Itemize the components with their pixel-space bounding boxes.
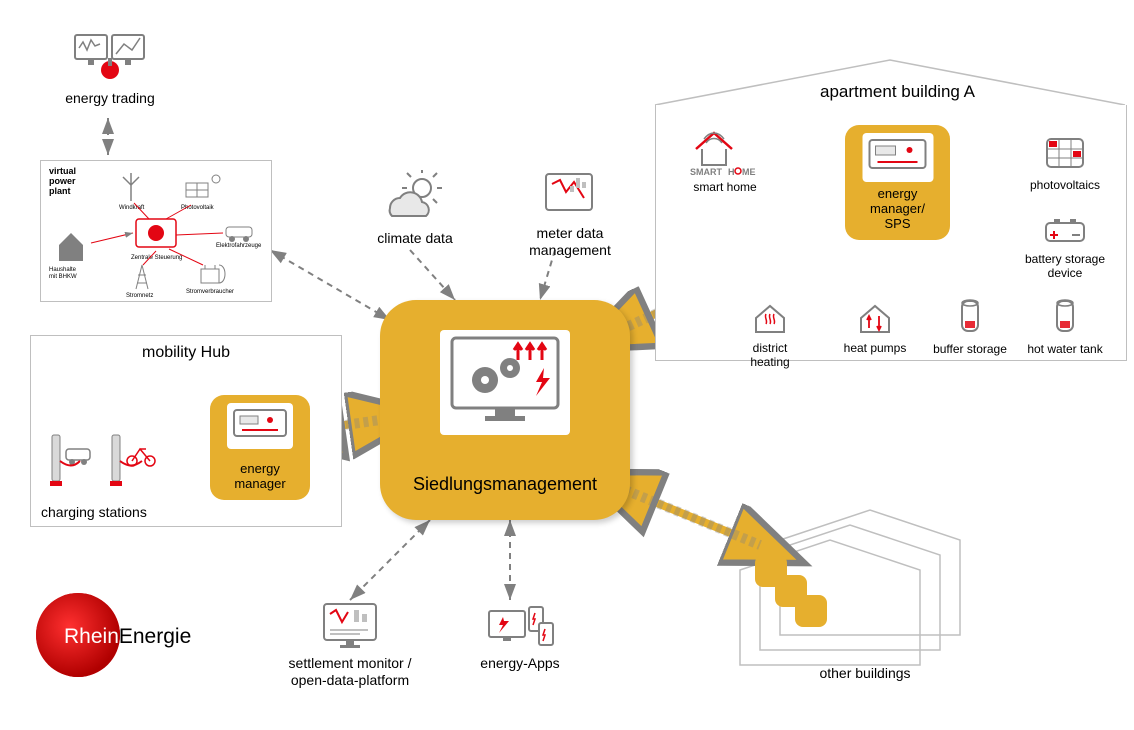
pv-node: photovoltaics: [1010, 135, 1120, 192]
svg-text:Elektrofahrzeuge: Elektrofahrzeuge: [216, 243, 262, 249]
vpp-schematic-icon: Windkraft Photovoltaik Zentrale Steuerun…: [41, 161, 271, 301]
meter-node: meter data management: [510, 170, 630, 259]
brand-logo: RheinEnergie: [30, 585, 210, 690]
heat-pumps-node: heat pumps: [830, 300, 920, 355]
svg-text:mit BHKW: mit BHKW: [49, 274, 77, 280]
mobility-hub-title: mobility Hub: [31, 344, 341, 362]
sun-cloud-icon: [380, 170, 450, 225]
central-box: Siedlungsmanagement: [380, 300, 630, 520]
energy-trading-label: energy trading: [50, 90, 170, 107]
svg-text:Stromverbraucher: Stromverbraucher: [186, 289, 234, 295]
central-label: Siedlungsmanagement: [380, 474, 630, 495]
meter-label: meter data management: [510, 225, 630, 259]
other-buildings-label: other buildings: [790, 665, 940, 682]
battery-node: battery storage device: [1005, 215, 1125, 281]
smart-home-node: SMART H ME smart home: [670, 125, 780, 194]
apartment-title: apartment building A: [820, 82, 975, 102]
management-monitor-icon: [440, 330, 570, 430]
house-pump-icon: [855, 300, 895, 336]
mobility-energy-manager-box: energy manager: [210, 395, 310, 500]
other-building-em-3: [795, 595, 827, 627]
svg-text:ME: ME: [742, 167, 756, 175]
smart-home-label: smart home: [670, 180, 780, 194]
svg-text:H: H: [728, 167, 735, 175]
svg-text:SMART: SMART: [690, 167, 722, 175]
svg-text:Haushalte: Haushalte: [49, 267, 77, 273]
climate-label: climate data: [360, 230, 470, 247]
battery-label: battery storage device: [1005, 252, 1125, 281]
district-heating-label: district heating: [730, 341, 810, 370]
battery-icon: [1040, 215, 1090, 247]
buffer-label: buffer storage: [920, 342, 1020, 356]
dashboard-icon: [318, 600, 383, 650]
charging-stations-label: charging stations: [41, 504, 147, 520]
brand-black-text: Energie: [119, 625, 191, 648]
buffer-node: buffer storage: [920, 295, 1020, 356]
apartment-em-box: energy manager/ SPS: [845, 125, 950, 240]
vpp-box: virtual power plant Windkraft Photovolta…: [40, 160, 272, 302]
tank-icon: [1051, 295, 1079, 337]
brand-red-text: Rhein: [64, 625, 119, 648]
svg-text:Zentrale Steuerung: Zentrale Steuerung: [131, 255, 182, 261]
house-heat-icon: [750, 300, 790, 336]
energy-trading-node: energy trading: [50, 30, 170, 107]
mobility-em-label: energy manager: [210, 462, 310, 492]
hotwater-node: hot water tank: [1010, 295, 1120, 356]
device-icon: [865, 136, 930, 174]
bike-charger-icon: [106, 431, 161, 496]
settlement-label: settlement monitor / open-data-platform: [250, 655, 450, 689]
settlement-monitor-node: settlement monitor / open-data-platform: [250, 600, 450, 689]
device-icon: [230, 406, 290, 441]
pv-label: photovoltaics: [1010, 178, 1120, 192]
meter-icon: [540, 170, 600, 220]
pv-icon: [1043, 135, 1088, 173]
car-charger-icon: [46, 431, 96, 496]
energy-apps-label: energy-Apps: [460, 655, 580, 672]
other-buildings-label-node: other buildings: [790, 665, 940, 682]
hotwater-label: hot water tank: [1010, 342, 1120, 356]
climate-node: climate data: [360, 170, 470, 247]
energy-apps-node: energy-Apps: [460, 605, 580, 672]
heat-pumps-label: heat pumps: [830, 341, 920, 355]
apartment-em-label: energy manager/ SPS: [845, 187, 950, 232]
smart-home-icon: SMART H ME: [688, 125, 763, 175]
monitors-icon: [70, 30, 150, 85]
district-heating-node: district heating: [730, 300, 810, 370]
devices-icon: [485, 605, 555, 650]
svg-text:Stromnetz: Stromnetz: [126, 293, 153, 299]
tank-icon: [956, 295, 984, 337]
